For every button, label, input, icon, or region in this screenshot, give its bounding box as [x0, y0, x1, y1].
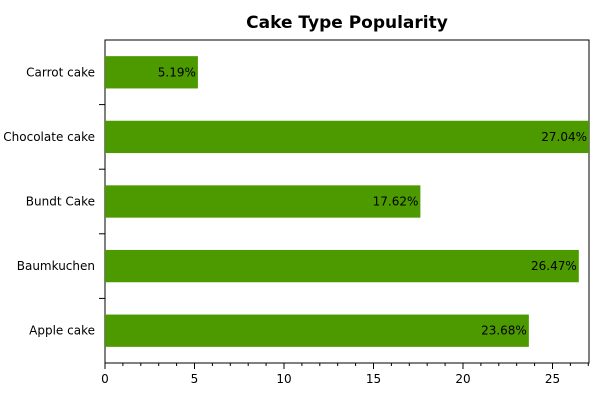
x-tick-label: 25 — [545, 372, 560, 386]
bar-value-label: 27.04% — [541, 130, 587, 144]
bar — [105, 56, 198, 89]
x-tick-label: 10 — [276, 372, 291, 386]
x-tick-label: 5 — [191, 372, 199, 386]
bar — [105, 249, 579, 283]
x-tick-label: 20 — [455, 372, 470, 386]
bar — [105, 314, 529, 347]
x-tick-label: 15 — [366, 372, 381, 386]
bar-value-label: 17.62% — [373, 195, 419, 209]
x-tick-label: 0 — [101, 372, 109, 386]
category-label: Carrot cake — [26, 65, 95, 79]
bar-value-label: 5.19% — [158, 65, 196, 79]
bar-value-label: 23.68% — [481, 324, 527, 338]
bar — [105, 120, 589, 154]
chart-title: Cake Type Popularity — [246, 13, 448, 33]
category-label: Chocolate cake — [3, 130, 95, 144]
bar — [105, 185, 421, 218]
bar-value-label: 26.47% — [531, 259, 577, 273]
category-label: Apple cake — [29, 324, 95, 338]
category-label: Bundt Cake — [26, 195, 95, 209]
category-label: Baumkuchen — [17, 259, 95, 273]
